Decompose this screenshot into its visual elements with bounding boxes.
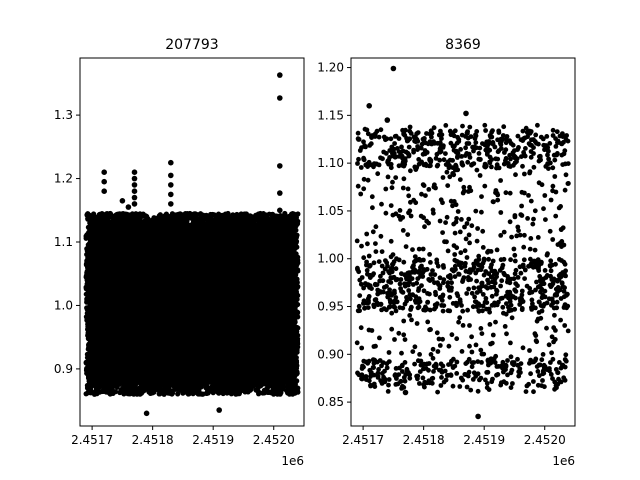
data-point (161, 390, 167, 396)
chart-title-left: 207793 (165, 37, 218, 53)
plot-area-left (79, 57, 305, 427)
data-point (175, 391, 181, 397)
subplot-left: 207793 2.4517 2.4518 2.4519 2.4520 0.91.01.… (54, 37, 305, 468)
data-point (295, 211, 301, 217)
data-point (200, 391, 206, 397)
data-points-left (83, 72, 301, 417)
